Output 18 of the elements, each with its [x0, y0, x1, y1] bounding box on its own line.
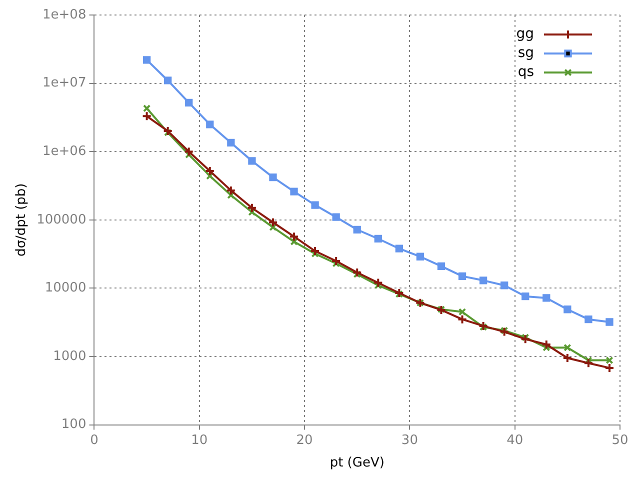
y-tick-label: 1e+07	[42, 76, 86, 91]
y-tick-label: 10000	[44, 280, 86, 296]
y-tick-label: 100000	[36, 212, 86, 228]
legend-label: gg	[516, 26, 534, 42]
x-axis-title: pt (GeV)	[330, 456, 384, 471]
y-tick-label: 1000	[53, 348, 86, 364]
x-tick-label: 30	[401, 432, 418, 448]
x-tick-label: 20	[296, 432, 313, 448]
x-tick-label: 40	[506, 432, 524, 448]
y-axis-title: dσ/dpt (pb)	[14, 183, 30, 257]
y-tick-label: 1e+08	[42, 7, 86, 22]
x-tick-label: 10	[191, 432, 208, 448]
legend-label: sg	[518, 45, 534, 62]
x-tick-label: 50	[612, 432, 628, 448]
legend-label: qs	[518, 64, 534, 80]
x-tick-label: 0	[90, 432, 98, 448]
y-tick-label: 1e+06	[42, 144, 86, 159]
y-tick-label: 100	[61, 417, 86, 432]
